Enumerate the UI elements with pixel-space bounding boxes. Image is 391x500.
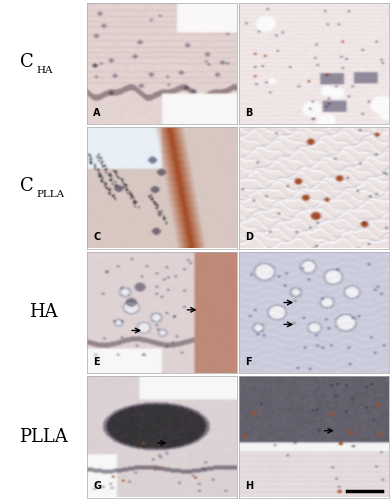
- Text: G: G: [93, 482, 101, 492]
- Text: F: F: [245, 357, 252, 367]
- Text: HA: HA: [29, 303, 58, 322]
- Text: B: B: [245, 108, 253, 118]
- Text: C: C: [20, 53, 34, 71]
- Text: C: C: [20, 178, 34, 196]
- Text: H: H: [245, 482, 253, 492]
- Text: PLLA: PLLA: [37, 190, 65, 199]
- Text: A: A: [93, 108, 101, 118]
- Text: HA: HA: [37, 66, 54, 75]
- Text: PLLA: PLLA: [19, 428, 68, 446]
- Text: D: D: [245, 232, 253, 242]
- Text: E: E: [93, 357, 100, 367]
- Text: C: C: [93, 232, 100, 242]
